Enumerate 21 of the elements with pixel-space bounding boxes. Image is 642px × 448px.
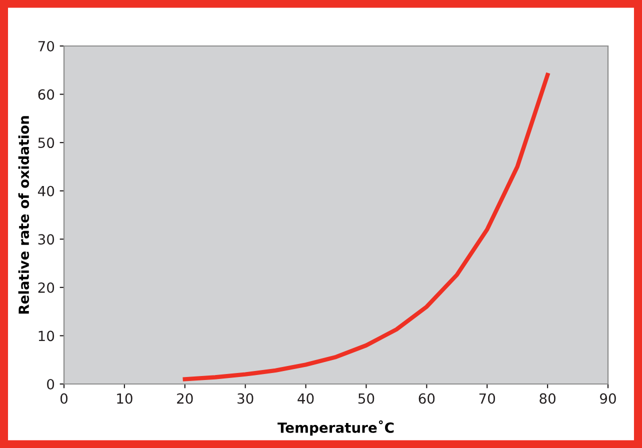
y-tick-label: 40: [38, 186, 54, 196]
y-tick-label: 10: [38, 330, 54, 342]
line-series: [182, 72, 550, 382]
x-tick-label: 0: [60, 393, 68, 404]
x-axis-title: Temperature˚C: [278, 420, 394, 436]
y-tick-label: 50: [38, 138, 54, 148]
y-tick-label: 0: [47, 378, 54, 390]
x-tick-label: 30: [238, 393, 254, 404]
y-tick-label: 30: [38, 234, 54, 245]
y-tick-label: 60: [38, 89, 54, 100]
x-tick-label: 10: [117, 393, 132, 404]
y-tick-label: 20: [38, 282, 54, 293]
x-tick-label: 80: [540, 393, 556, 404]
x-tick-label: 50: [358, 393, 374, 404]
x-tick-label: 60: [418, 393, 435, 404]
y-tick-label: 70: [38, 40, 54, 52]
x-tick-label: 70: [479, 393, 496, 404]
x-tick-label: 90: [600, 393, 616, 404]
x-tick-label: 40: [298, 393, 314, 404]
x-tick-label: 20: [177, 393, 193, 404]
y-axis-title: Relative rate of oxidation: [18, 116, 30, 314]
